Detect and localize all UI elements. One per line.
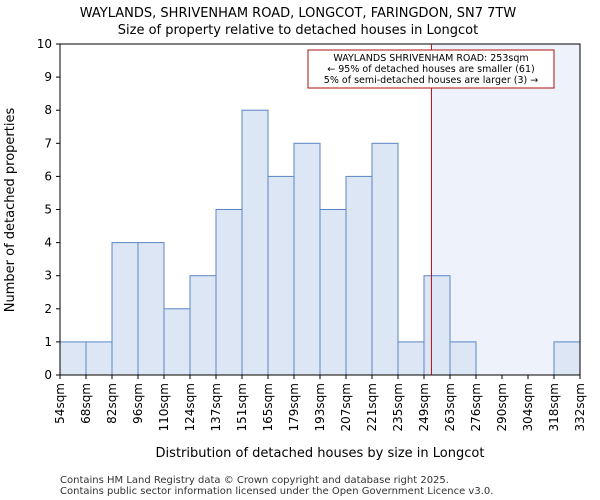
histogram-bar-110sqm [163, 308, 191, 376]
larger-region-shading [431, 44, 580, 375]
histogram-bar-249sqm [423, 275, 451, 376]
y-tick-label: 6 [44, 169, 52, 183]
annotation-line: ← 95% of detached houses are smaller (61… [327, 64, 534, 75]
x-tick-label: 193sqm [313, 383, 327, 431]
plot-area: 0 1 2 3 4 5 6 7 8 9 10 54sqm 68sqm 82sqm 96sqm 110sqm 12… [37, 37, 587, 431]
x-tick-label: 137sqm [209, 383, 223, 431]
histogram-bar-137sqm [215, 209, 243, 376]
chart-title: WAYLANDS, SHRIVENHAM ROAD, LONGCOT, FARI… [80, 6, 517, 21]
x-tick-label: 207sqm [339, 383, 353, 431]
x-tick-label: 249sqm [417, 383, 431, 431]
x-tick-label: 318sqm [547, 383, 561, 431]
histogram-bar-54sqm [59, 341, 87, 376]
y-tick-label: 0 [44, 368, 52, 382]
histogram-bar-207sqm [345, 175, 373, 376]
x-tick-label: 235sqm [391, 383, 405, 431]
y-tick-label: 3 [44, 269, 52, 283]
annotation-box [307, 49, 555, 89]
footer-copyright-line: Contains HM Land Registry data © Crown c… [60, 475, 449, 486]
histogram-bar-193sqm [319, 209, 347, 376]
y-axis-label: Number of detached properties [3, 108, 18, 313]
x-tick-label: 304sqm [521, 383, 535, 431]
y-tick-label: 2 [44, 302, 52, 316]
y-tick-label: 7 [44, 136, 52, 150]
x-tick-label: 124sqm [183, 383, 197, 431]
annotation-line: 5% of semi-detached houses are larger (3… [324, 75, 538, 86]
x-tick-label: 54sqm [53, 383, 67, 424]
x-tick-label: 96sqm [131, 383, 145, 424]
x-tick-label: 221sqm [365, 383, 379, 431]
y-tick-label: 10 [37, 37, 52, 51]
x-tick-label: 276sqm [469, 383, 483, 431]
x-tick-label: 110sqm [157, 383, 171, 431]
y-tick-label: 1 [44, 335, 52, 349]
x-tick-label: 165sqm [261, 383, 275, 431]
y-tick-label: 5 [44, 203, 52, 217]
histogram-bar-179sqm [293, 142, 321, 376]
y-tick-label: 9 [44, 70, 52, 84]
histogram-bar-68sqm [85, 341, 113, 376]
histogram-bar-165sqm [267, 175, 295, 376]
x-tick-label: 179sqm [287, 383, 301, 431]
y-tick-label: 8 [44, 103, 52, 117]
histogram-bar-235sqm [397, 341, 425, 376]
y-tick-label: 4 [44, 236, 52, 250]
x-tick-label: 290sqm [495, 383, 509, 431]
histogram-bar-96sqm [137, 242, 165, 376]
x-tick-label: 82sqm [105, 383, 119, 424]
x-axis-label: Distribution of detached houses by size … [156, 446, 485, 461]
histogram-bar-151sqm [241, 109, 269, 376]
footer-licence-line: Contains public sector information licen… [60, 486, 493, 497]
histogram-bar-221sqm [371, 142, 399, 376]
chart-subtitle: Size of property relative to detached ho… [118, 23, 478, 38]
histogram-bar-263sqm [449, 341, 477, 376]
x-tick-label: 68sqm [79, 383, 93, 424]
annotation-line: WAYLANDS SHRIVENHAM ROAD: 253sqm [333, 53, 528, 64]
histogram-bar-124sqm [189, 275, 217, 376]
x-tick-label: 151sqm [235, 383, 249, 431]
x-tick-label: 263sqm [443, 383, 457, 431]
histogram-bar-82sqm [111, 242, 139, 376]
histogram-bar-318sqm [553, 341, 581, 376]
x-tick-label: 332sqm [573, 383, 587, 431]
